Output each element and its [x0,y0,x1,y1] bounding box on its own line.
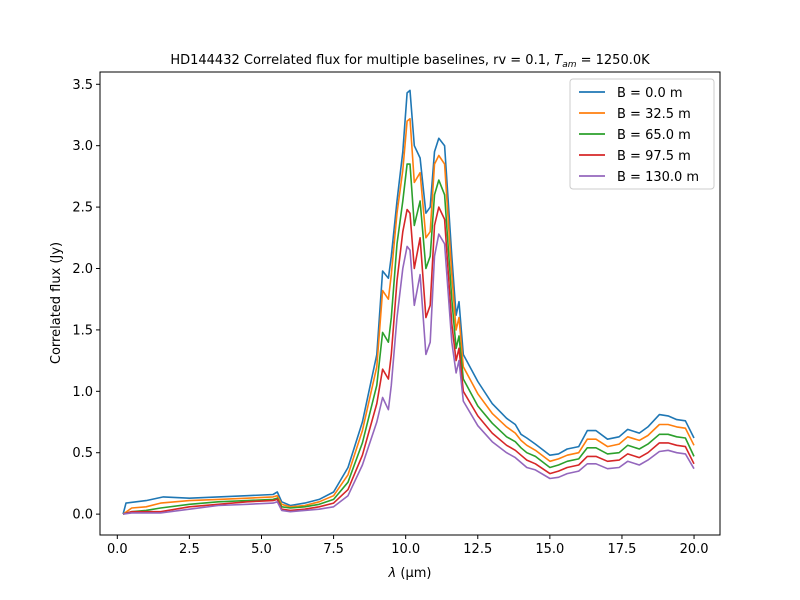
series-line-3 [122,206,695,515]
x-axis-label: λ (μm) [388,566,432,581]
series-line-2 [122,163,695,515]
legend-label-0: B = 0.0 m [617,86,683,101]
y-tick-label-7: 3.5 [72,78,93,93]
axes-frame [99,71,721,536]
series-line-0 [122,89,695,515]
y-tick-label-5: 2.5 [72,201,93,216]
legend: B = 0.0 m B = 32.5 m B = 65.0 m B = 97.5 m B… [569,78,715,190]
y-tick-label-0: 0.0 [72,508,93,523]
legend-box [569,78,715,190]
x-tick-label-1: 2.5 [179,542,200,557]
x-tick-label-7: 17.5 [607,542,636,557]
y-tick-label-4: 2.0 [72,262,93,277]
y-tick-label-1: 0.5 [72,446,93,461]
chart-title: HD144432 Correlated flux for multiple ba… [170,53,650,70]
x-tick-label-2: 5.0 [251,542,272,557]
x-tick-label-5: 12.5 [463,542,492,557]
y-axis: 0.0 0.5 1.0 1.5 2.0 2.5 3.0 3.5 [72,78,100,523]
x-tick-label-3: 7.5 [323,542,344,557]
legend-label-1: B = 32.5 m [617,107,691,122]
series-line-1 [122,117,695,515]
y-tick-label-3: 1.5 [72,323,93,338]
x-tick-label-4: 10.0 [391,542,420,557]
x-axis: 0.0 2.5 5.0 7.5 10.0 12.5 15.0 17.5 20.0 [107,535,709,557]
series-line-4 [122,233,695,515]
x-tick-label-8: 20.0 [680,542,709,557]
legend-label-2: B = 65.0 m [617,128,691,143]
legend-label-4: B = 130.0 m [617,170,699,185]
x-tick-label-0: 0.0 [107,542,128,557]
y-tick-label-2: 1.0 [72,385,93,400]
x-tick-label-6: 15.0 [535,542,564,557]
plot-area [122,89,695,515]
legend-label-3: B = 97.5 m [617,149,691,164]
y-axis-label: Correlated flux (Jy) [49,242,64,364]
y-tick-label-6: 3.0 [72,139,93,154]
